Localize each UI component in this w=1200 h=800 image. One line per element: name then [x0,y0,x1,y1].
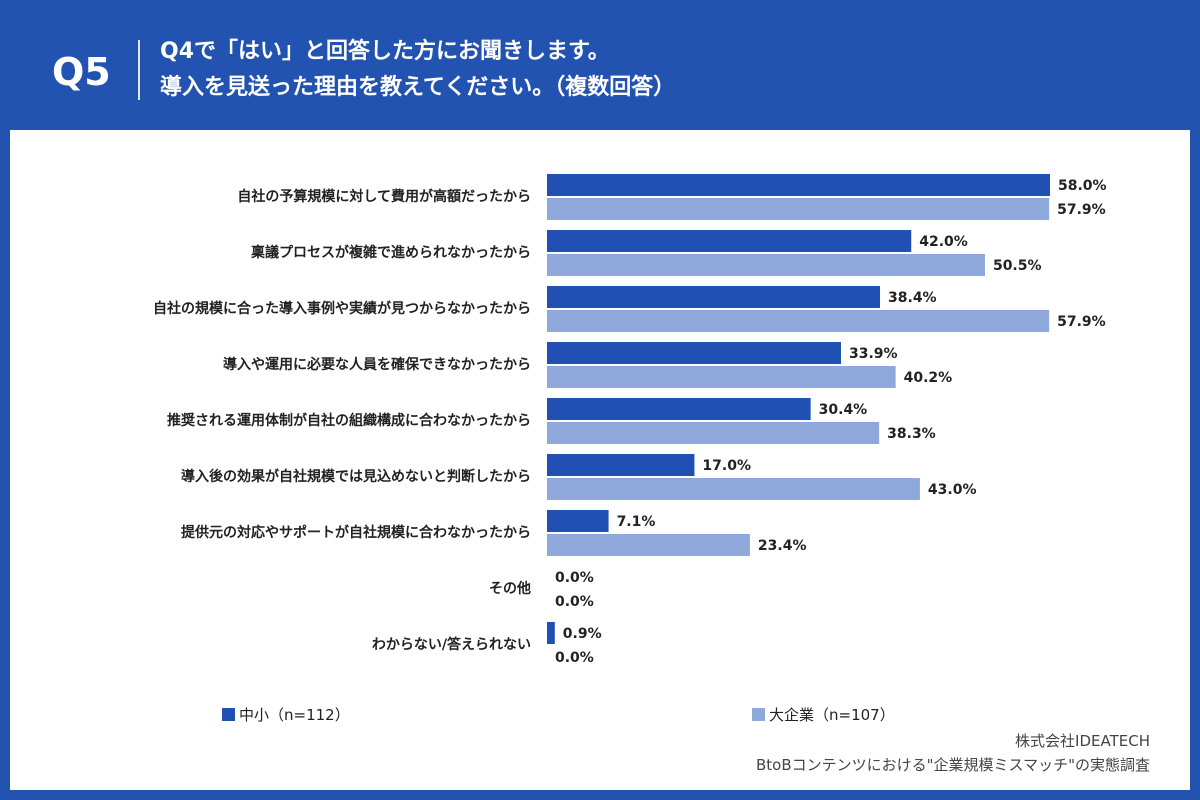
source-survey: BtoBコンテンツにおける"企業規模ミスマッチ"の実態調査 [756,756,1150,774]
data-label: 58.0% [1058,178,1107,194]
legend-swatch [752,708,765,721]
bar [547,622,555,644]
data-label: 33.9% [849,346,898,362]
data-label: 0.9% [563,626,602,642]
bar [547,198,1050,220]
legend-item-sme: 中小（n=112） [222,704,350,725]
bar [547,534,750,556]
data-label: 57.9% [1057,202,1106,218]
legend-item-large: 大企業（n=107） [752,704,895,725]
question-number: Q5 [52,50,111,94]
bar [547,174,1050,196]
bar [547,478,920,500]
bar [547,510,609,532]
category-label: 自社の予算規模に対して費用が高額だったから [237,188,531,205]
bar [547,366,896,388]
legend-label: 中小（n=112） [239,706,350,724]
bar [547,342,841,364]
category-label: 提供元の対応やサポートが自社規模に合わなかったから [181,524,531,541]
data-label: 42.0% [919,234,968,250]
data-label: 23.4% [758,538,807,554]
category-label: 自社の規模に合った導入事例や実績が見つからなかったから [153,300,531,317]
data-label: 43.0% [928,482,977,498]
data-label: 17.0% [702,458,751,474]
data-label: 0.0% [555,650,594,666]
bar [547,398,811,420]
bar [547,454,695,476]
data-label: 50.5% [993,258,1042,274]
data-label: 40.2% [904,370,953,386]
category-label: 導入後の効果が自社規模では見込めないと判断したから [181,468,531,485]
bar [547,230,912,252]
data-label: 38.4% [888,290,937,306]
bar [547,286,881,308]
source-company: 株式会社IDEATECH [1015,732,1150,750]
data-label: 0.0% [555,594,594,610]
category-label: わからない/答えられない [372,636,531,653]
legend-label: 大企業（n=107） [769,706,895,724]
data-label: 38.3% [887,426,936,442]
category-label: 推奨される運用体制が自社の組織構成に合わなかったから [167,412,531,429]
data-label: 30.4% [819,402,868,418]
bar [547,254,985,276]
title-line2: 導入を見送った理由を教えてください。（複数回答） [160,75,676,100]
header-divider [138,40,140,100]
data-label: 57.9% [1057,314,1106,330]
category-label: 導入や運用に必要な人員を確保できなかったから [223,356,531,373]
data-label: 7.1% [617,514,656,530]
title-line1: Q4で「はい」と回答した方にお聞きします。 [160,39,610,64]
bar [547,422,880,444]
bar [547,310,1050,332]
data-label: 0.0% [555,570,594,586]
legend-swatch [222,708,235,721]
category-label: その他 [489,580,531,597]
category-label: 稟議プロセスが複雑で進められなかったから [250,244,531,261]
